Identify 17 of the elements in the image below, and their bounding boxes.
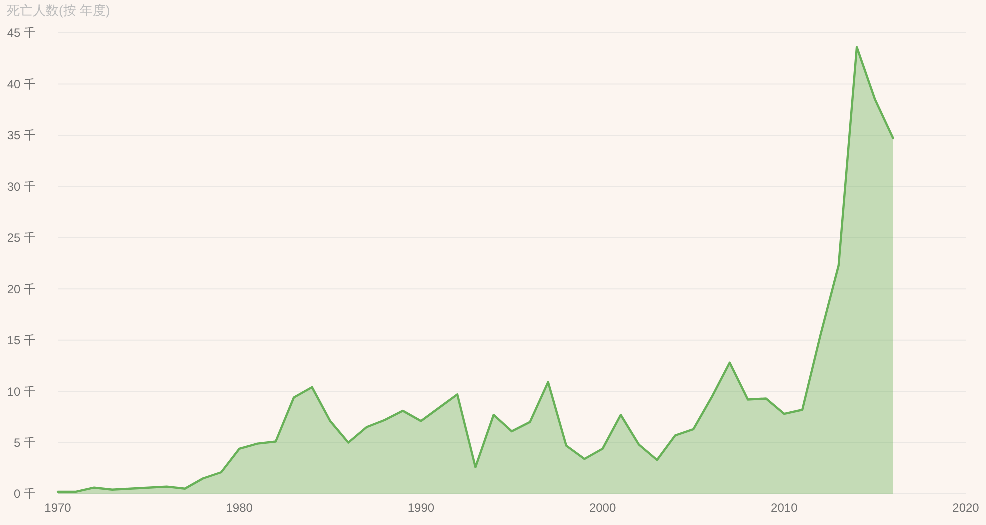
- y-tick-label: 30 千: [7, 180, 36, 194]
- y-tick-label: 45 千: [7, 26, 36, 40]
- x-tick-label: 2010: [771, 501, 798, 515]
- x-tick-label: 1980: [226, 501, 254, 515]
- chart-title: 死亡人数(按 年度): [7, 3, 110, 18]
- y-tick-label: 0 千: [14, 487, 36, 502]
- y-tick-label: 20 千: [7, 282, 36, 296]
- y-tick-label: 25 千: [7, 231, 36, 246]
- y-tick-label: 40 千: [7, 77, 36, 92]
- x-tick-label: 2000: [589, 501, 616, 515]
- x-tick-label: 1970: [44, 501, 72, 515]
- y-tick-label: 10 千: [7, 384, 36, 399]
- x-tick-label: 1990: [408, 501, 435, 515]
- y-tick-label: 15 千: [7, 334, 36, 348]
- x-tick-label: 2020: [952, 501, 980, 515]
- y-tick-label: 35 千: [7, 128, 36, 143]
- y-tick-label: 5 千: [14, 436, 36, 450]
